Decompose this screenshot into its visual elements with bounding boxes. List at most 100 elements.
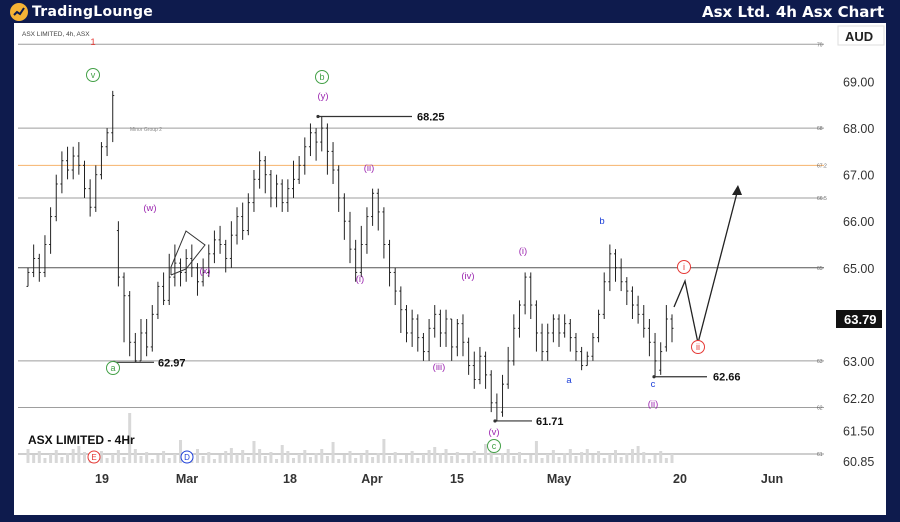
- y-tick-label: 65.00: [843, 262, 874, 276]
- top-banner: TradingLounge Asx Ltd. 4h Asx Chart: [0, 0, 900, 24]
- volume-bar: [212, 459, 216, 463]
- small-y-tick-label: 65: [817, 266, 823, 272]
- axis-layer: 69.0068.0067.0066.0065.0064.0063.0062.20…: [95, 25, 885, 486]
- wave-label-circle: [487, 439, 501, 453]
- volume-bar: [348, 451, 352, 463]
- volume-bar: [517, 452, 521, 463]
- volume-bar: [653, 455, 657, 463]
- x-tick-label: Jun: [761, 472, 783, 486]
- volume-bar: [241, 450, 245, 463]
- small-y-tick-label: 70: [817, 42, 823, 48]
- volume-bar: [218, 455, 222, 463]
- wave-label: c: [651, 379, 656, 390]
- volume-bar: [636, 446, 640, 463]
- wave-label-circle: [677, 260, 691, 274]
- volume-bar: [421, 454, 425, 463]
- wave-label: a: [566, 375, 572, 386]
- volume-bar: [450, 456, 454, 463]
- wave-label: b: [319, 72, 324, 82]
- brand-logo: TradingLounge: [10, 2, 153, 22]
- volume-bar: [116, 450, 120, 463]
- event-marker-label: D: [184, 453, 190, 462]
- volume-bar: [99, 451, 103, 463]
- volume-bar: [404, 455, 408, 463]
- volume-bar: [280, 445, 284, 463]
- volume-bar: [122, 457, 126, 463]
- volume-bar: [416, 458, 420, 463]
- text-layer: ASX LIMITED, 4h, ASX ASX LIMITED - 4Hr: [22, 31, 135, 447]
- volume-bar: [292, 458, 296, 463]
- wave-label: (i): [519, 246, 527, 257]
- volume-bar: [540, 458, 544, 463]
- y-tick-label: 69.00: [843, 76, 874, 90]
- y-tick-label: 67.00: [843, 169, 874, 183]
- volume-bar: [388, 456, 392, 463]
- chart-panel: Minor Group 2 68.25 62.97 61.71 62.66 1 v a (w)…: [14, 23, 886, 515]
- volume-bar: [320, 449, 324, 463]
- volume-bar: [275, 459, 279, 463]
- volume-bar: [444, 449, 448, 463]
- volume-bar: [433, 447, 437, 463]
- small-y-tick-label: 66.5: [817, 196, 827, 202]
- volume-bar: [60, 457, 64, 463]
- wave-label: (iii): [433, 362, 446, 373]
- volume-bar: [167, 458, 171, 463]
- wave-label: a: [110, 363, 115, 373]
- volume-bar: [71, 449, 75, 463]
- volume-bar: [376, 453, 380, 463]
- volume-bar: [111, 454, 115, 463]
- volume-bar: [359, 454, 363, 463]
- volume-bar: [608, 454, 612, 463]
- volume-bar: [619, 457, 623, 463]
- wave-label: 1: [90, 37, 95, 48]
- volume-bar: [258, 449, 262, 463]
- volume-bar: [495, 457, 499, 463]
- wave-label-circle: [315, 70, 329, 84]
- volume-layer: [26, 413, 674, 463]
- wave-label: (ii): [364, 163, 375, 174]
- wave-label: ii: [696, 342, 700, 352]
- price-marker-label: 62.66: [713, 372, 741, 384]
- volume-bar: [427, 450, 431, 463]
- volume-bar: [478, 458, 482, 463]
- volume-bar: [512, 456, 516, 463]
- volume-bar: [179, 440, 183, 463]
- volume-bar: [546, 454, 550, 463]
- volume-bar: [461, 459, 465, 463]
- y-tick-label: 63.00: [843, 355, 874, 369]
- volume-bar: [399, 459, 403, 463]
- volume-bar: [506, 449, 510, 463]
- volume-bar: [568, 449, 572, 463]
- small-y-tick-label: 68: [817, 126, 823, 132]
- volume-bar: [314, 453, 318, 463]
- volume-bar: [551, 450, 555, 463]
- volume-bar: [630, 449, 634, 463]
- volume-bar: [659, 451, 663, 463]
- volume-bar: [54, 450, 58, 463]
- volume-bar: [325, 456, 329, 463]
- volume-bar: [337, 459, 341, 463]
- volume-bar: [173, 454, 177, 463]
- volume-bar: [156, 455, 160, 463]
- volume-bar: [133, 449, 137, 463]
- triangle-pattern: [170, 230, 206, 276]
- volume-bar: [455, 452, 459, 463]
- volume-bar: [331, 442, 335, 463]
- volume-bar: [580, 452, 584, 463]
- x-tick-label: 20: [673, 472, 687, 486]
- wave-label: b: [599, 216, 604, 227]
- volume-bar: [303, 450, 307, 463]
- volume-bar: [585, 449, 589, 463]
- small-y-tick-label: 67.2: [817, 163, 827, 169]
- volume-bar: [382, 439, 386, 463]
- volume-bar: [269, 452, 273, 463]
- volume-bar: [162, 451, 166, 463]
- volume-bar: [229, 448, 233, 463]
- x-tick-label: 18: [283, 472, 297, 486]
- symbol-header: ASX LIMITED, 4h, ASX: [22, 31, 90, 38]
- price-marker-label: 68.25: [417, 111, 445, 123]
- volume-bar: [534, 441, 538, 463]
- volume-bar: [614, 450, 618, 463]
- volume-bar: [501, 453, 505, 463]
- volume-bar: [602, 458, 606, 463]
